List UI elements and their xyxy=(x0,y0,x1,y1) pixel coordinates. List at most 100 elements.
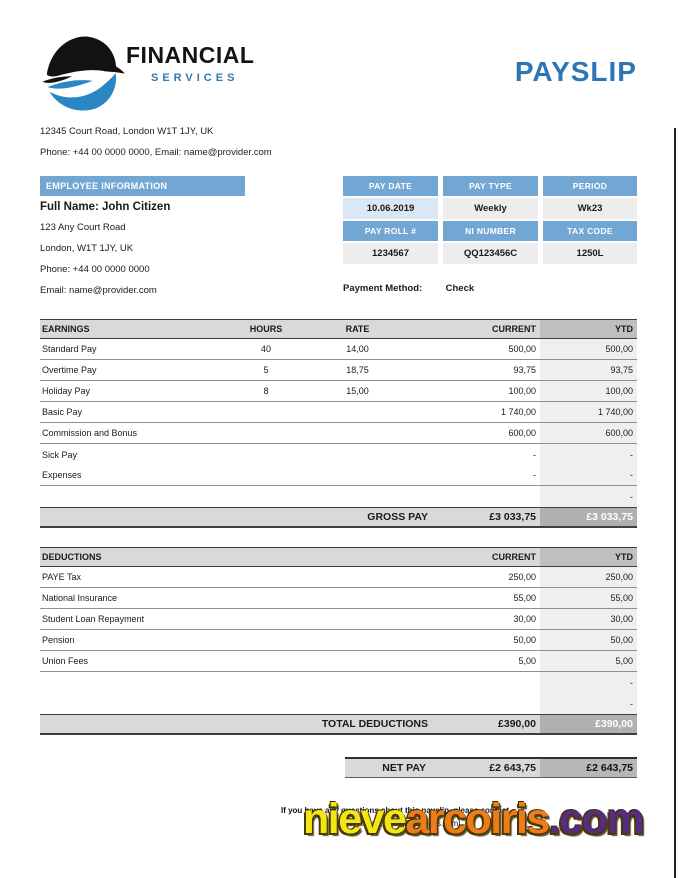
total-deductions-label: TOTAL DEDUCTIONS xyxy=(40,715,430,733)
row-rate: 14,00 xyxy=(346,344,369,354)
earnings-header-row: EARNINGS HOURS RATE CURRENT YTD xyxy=(40,319,637,339)
row-ytd: - xyxy=(540,693,637,714)
table-row: Commission and Bonus 600,00 600,00 xyxy=(40,423,637,444)
ni-number-header: NI NUMBER xyxy=(443,221,538,241)
table-row: Expenses - - xyxy=(40,465,637,486)
row-ytd: 30,00 xyxy=(540,609,637,629)
deductions-table: DEDUCTIONS CURRENT YTD PAYE Tax 250,00 2… xyxy=(40,547,637,735)
pay-date-value: 10.06.2019 xyxy=(343,198,438,219)
row-hours xyxy=(235,465,297,485)
row-label: National Insurance xyxy=(42,593,118,603)
pay-info-grid: PAY DATE PAY TYPE PERIOD 10.06.2019 Week… xyxy=(343,176,637,264)
row-label: Standard Pay xyxy=(42,344,97,354)
row-current xyxy=(418,693,540,714)
total-deductions-ytd: £390,00 xyxy=(540,715,637,733)
employee-full-name: Full Name: John Citizen xyxy=(40,201,171,213)
payment-method: Payment Method: Check xyxy=(343,283,474,294)
site-watermark: nievearcoiris.com xyxy=(303,795,645,844)
row-rate: 18,75 xyxy=(346,365,369,375)
row-current: 500,00 xyxy=(508,344,536,354)
earnings-header-ytd: YTD xyxy=(540,320,637,338)
company-logo-icon xyxy=(42,36,125,111)
pay-type-value: Weekly xyxy=(443,198,538,219)
row-label: Overtime Pay xyxy=(42,365,97,375)
deductions-header-label: DEDUCTIONS xyxy=(40,548,418,566)
earnings-table: EARNINGS HOURS RATE CURRENT YTD Standard… xyxy=(40,319,637,528)
table-row: - xyxy=(40,693,637,714)
row-ytd: - xyxy=(540,486,637,507)
row-hours xyxy=(235,402,297,422)
table-row: Standard Pay 40 14,00 500,00 500,00 xyxy=(40,339,637,360)
tax-code-value: 1250L xyxy=(543,243,637,264)
brand-name: FINANCIAL xyxy=(126,42,255,68)
row-current: 1 740,00 xyxy=(500,407,536,417)
watermark-part2: arcoiris xyxy=(405,795,550,843)
table-row: - xyxy=(40,672,637,693)
row-ytd: 600,00 xyxy=(540,423,637,443)
row-label xyxy=(40,693,418,714)
row-current xyxy=(418,486,540,507)
employee-information-header: EMPLOYEE INFORMATION xyxy=(40,176,245,196)
payment-method-value: Check xyxy=(445,283,475,294)
row-ytd: 1 740,00 xyxy=(540,402,637,422)
row-label: PAYE Tax xyxy=(42,572,82,582)
company-address-line: 12345 Court Road, London W1T 1JY, UK xyxy=(40,126,214,137)
employee-address-line1: 123 Any Court Road xyxy=(40,222,126,233)
watermark-part3: .com xyxy=(548,795,645,843)
row-hours xyxy=(235,444,297,465)
row-current: - xyxy=(533,470,536,480)
row-label: Student Loan Repayment xyxy=(42,614,145,624)
row-current: 5,00 xyxy=(518,656,536,666)
deductions-header-ytd: YTD xyxy=(540,548,637,566)
deductions-header-current: CURRENT xyxy=(418,548,540,566)
total-deductions-current: £390,00 xyxy=(430,715,540,733)
row-ytd: 5,00 xyxy=(540,651,637,671)
row-rate xyxy=(297,423,418,443)
row-label: Commission and Bonus xyxy=(42,428,138,438)
footer-line2: [Name, Phone, email@address.com] xyxy=(329,819,461,828)
row-current: - xyxy=(533,449,536,460)
footer-line1: If you have any questions about this pay… xyxy=(280,806,510,815)
row-label xyxy=(40,486,235,507)
payment-method-label: Payment Method: xyxy=(343,283,423,294)
table-row: Sick Pay - - xyxy=(40,444,637,465)
brand-subtitle: SERVICES xyxy=(151,72,239,84)
period-header: PERIOD xyxy=(543,176,637,196)
table-row: Union Fees 5,00 5,00 xyxy=(40,651,637,672)
row-hours xyxy=(235,423,297,443)
employee-phone: Phone: +44 00 0000 0000 xyxy=(40,264,150,275)
deductions-header-row: DEDUCTIONS CURRENT YTD xyxy=(40,547,637,567)
row-current: 100,00 xyxy=(508,386,536,396)
row-label: Union Fees xyxy=(42,656,89,666)
table-row: - xyxy=(40,486,637,507)
net-pay-row: NET PAY £2 643,75 £2 643,75 xyxy=(345,757,637,778)
gross-pay-row: GROSS PAY £3 033,75 £3 033,75 xyxy=(40,507,637,528)
table-row: Student Loan Repayment 30,00 30,00 xyxy=(40,609,637,630)
footer-note: If you have any questions about this pay… xyxy=(105,804,679,830)
payroll-number-header: PAY ROLL # xyxy=(343,221,438,241)
table-row: PAYE Tax 250,00 250,00 xyxy=(40,567,637,588)
scan-artifact-line xyxy=(674,128,676,878)
watermark-part1: nieve xyxy=(303,795,407,843)
table-row: Overtime Pay 5 18,75 93,75 93,75 xyxy=(40,360,637,381)
earnings-header-label: EARNINGS xyxy=(40,320,235,338)
table-row: Pension 50,00 50,00 xyxy=(40,630,637,651)
row-hours: 5 xyxy=(263,365,269,375)
row-rate xyxy=(297,402,418,422)
table-row: Basic Pay 1 740,00 1 740,00 xyxy=(40,402,637,423)
row-ytd: - xyxy=(540,465,637,485)
employee-address-line2: London, W1T 1JY, UK xyxy=(40,243,134,254)
row-current: 600,00 xyxy=(508,428,536,438)
net-pay-current: £2 643,75 xyxy=(430,759,540,777)
row-hours xyxy=(235,486,297,507)
gross-pay-label: GROSS PAY xyxy=(40,508,430,526)
row-label xyxy=(40,672,418,693)
earnings-header-rate: RATE xyxy=(297,320,418,338)
row-current: 55,00 xyxy=(513,593,536,603)
row-current: 93,75 xyxy=(513,365,536,375)
row-label: Expenses xyxy=(42,470,82,480)
row-current: 250,00 xyxy=(508,572,536,582)
row-hours: 8 xyxy=(263,386,269,396)
net-pay-ytd: £2 643,75 xyxy=(540,759,637,777)
